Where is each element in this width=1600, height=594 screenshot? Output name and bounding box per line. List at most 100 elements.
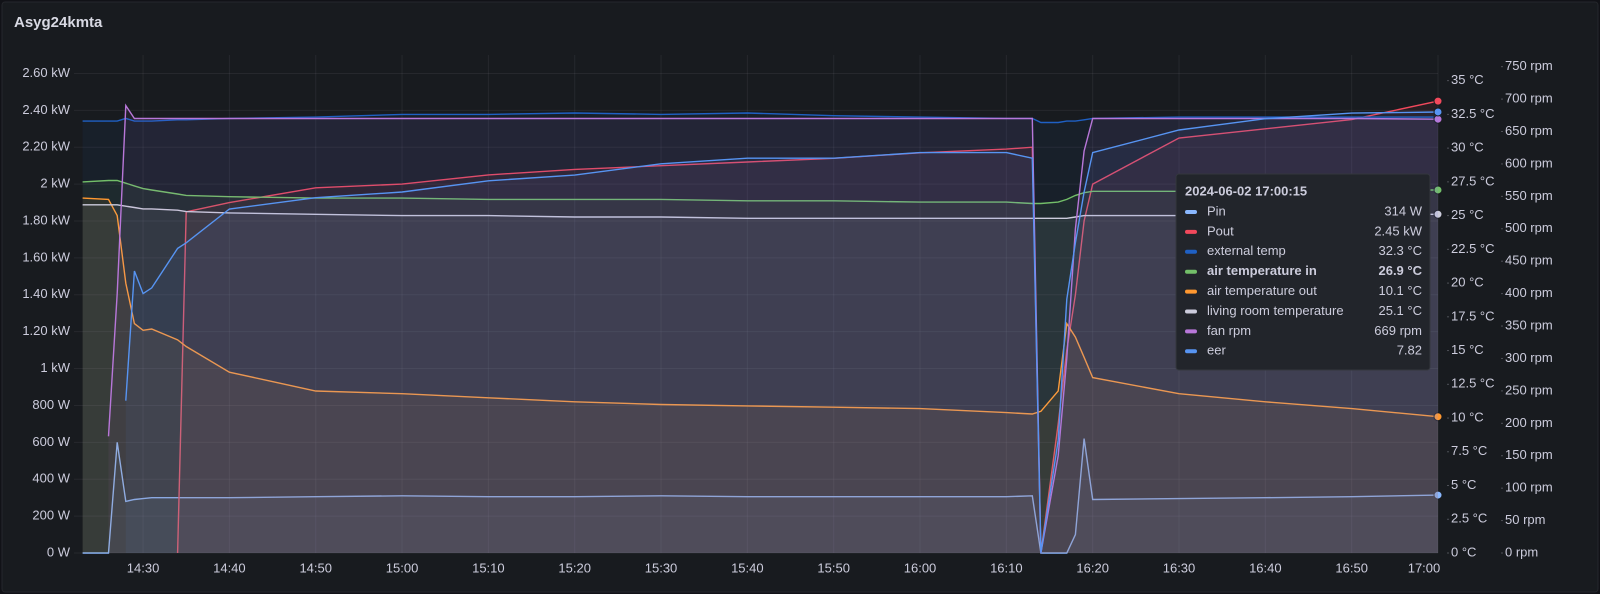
tooltip: 2024-06-02 17:00:15 Pin 314 W Pout 2.45 kW e… xyxy=(1175,173,1431,371)
tooltip-value: 32.3 °C xyxy=(1378,243,1422,258)
tooltip-value: 314 W xyxy=(1384,203,1422,218)
tooltip-box xyxy=(1175,173,1431,371)
plot-area xyxy=(74,55,1443,554)
legend-swatch xyxy=(1185,329,1197,334)
y2-tick-label: 17.5 °C xyxy=(1451,308,1495,323)
y2-tick-label: 0 °C xyxy=(1451,544,1476,559)
series-area xyxy=(108,105,1438,553)
last-point xyxy=(1433,185,1443,195)
legend-label: air temperature out xyxy=(1207,283,1317,298)
y3-tick-label: 150 rpm xyxy=(1505,447,1553,462)
y2-tick-label: 10 °C xyxy=(1451,409,1484,424)
y-tick-label: 200 W xyxy=(32,508,70,523)
x-tick-label: 15:20 xyxy=(558,560,591,575)
y2-tick-label: 35 °C xyxy=(1451,72,1484,87)
y3-tick-label: 200 rpm xyxy=(1505,415,1553,430)
y3-tick-label: 350 rpm xyxy=(1505,317,1553,332)
y-tick-label: 1.80 kW xyxy=(22,212,70,227)
y-tick-label: 2.40 kW xyxy=(22,102,70,117)
series-area xyxy=(177,101,1439,553)
series-area xyxy=(125,112,1438,553)
y-tick-label: 0 W xyxy=(47,544,71,559)
tooltip-value: 25.1 °C xyxy=(1378,303,1422,318)
last-point xyxy=(1433,412,1443,422)
tooltip-title: 2024-06-02 17:00:15 xyxy=(1185,183,1307,198)
y2-tick-label: 7.5 °C xyxy=(1451,443,1487,458)
series-line xyxy=(125,111,1439,554)
tooltip-value: 10.1 °C xyxy=(1378,283,1422,298)
y3-tick-label: 100 rpm xyxy=(1505,480,1553,495)
series-area xyxy=(82,113,1439,553)
tooltip-value: 2.45 kW xyxy=(1374,223,1422,238)
y3-tick-label: 750 rpm xyxy=(1505,58,1553,73)
legend-label: fan rpm xyxy=(1207,323,1251,338)
x-tick-label: 15:00 xyxy=(386,560,419,575)
legend-label: eer xyxy=(1207,343,1226,358)
x-tick-label: 14:30 xyxy=(127,560,160,575)
y-tick-label: 800 W xyxy=(32,397,70,412)
y-tick-label: 400 W xyxy=(32,471,70,486)
x-tick-label: 16:30 xyxy=(1163,560,1196,575)
last-point xyxy=(1433,209,1443,219)
y3-tick-label: 250 rpm xyxy=(1505,382,1553,397)
x-tick-label: 14:40 xyxy=(213,560,246,575)
last-point xyxy=(1433,107,1443,117)
y-tick-label: 2 kW xyxy=(40,176,70,191)
series-line xyxy=(82,112,1438,124)
x-tick-label: 16:40 xyxy=(1249,560,1282,575)
y-tick-label: 2.60 kW xyxy=(22,65,70,80)
x-tick-label: 14:50 xyxy=(299,560,332,575)
x-tick-label: 17:00 xyxy=(1408,560,1441,575)
x-tick-label: 16:00 xyxy=(904,560,937,575)
last-point xyxy=(1433,96,1443,106)
y-tick-label: 2.20 kW xyxy=(22,139,70,154)
legend-swatch xyxy=(1185,210,1197,214)
x-tick-label: 16:10 xyxy=(990,560,1023,575)
x-tick-label: 15:40 xyxy=(731,560,764,575)
y3-tick-label: 400 rpm xyxy=(1505,285,1553,300)
legend-swatch xyxy=(1185,289,1197,294)
x-tick-label: 15:50 xyxy=(817,560,850,575)
y2-tick-label: 5 °C xyxy=(1451,477,1476,492)
y3-tick-label: 300 rpm xyxy=(1505,350,1553,365)
tooltip-value: 669 rpm xyxy=(1374,323,1422,338)
y-tick-label: 1.40 kW xyxy=(22,286,70,301)
legend-swatch xyxy=(1185,229,1197,234)
x-tick-label: 15:10 xyxy=(472,560,505,575)
legend-label: Pin xyxy=(1207,203,1226,218)
x-tick-label: 16:20 xyxy=(1076,560,1109,575)
series-line xyxy=(82,204,1438,219)
legend-label: external temp xyxy=(1207,243,1286,258)
x-tick-label: 16:50 xyxy=(1335,560,1368,575)
y3-tick-label: 50 rpm xyxy=(1505,512,1545,527)
y3-tick-label: 500 rpm xyxy=(1505,220,1553,235)
series-line xyxy=(107,103,1439,554)
y2-tick-label: 27.5 °C xyxy=(1451,173,1495,188)
legend-swatch xyxy=(1185,349,1197,354)
y2-tick-label: 32.5 °C xyxy=(1451,106,1495,121)
series-area xyxy=(82,204,1439,554)
tooltip-value: 7.82 xyxy=(1397,343,1422,358)
series-area xyxy=(82,180,1439,553)
panel-title: Asyg24kmta xyxy=(14,14,103,31)
y-tick-label: 1 kW xyxy=(40,360,70,375)
y3-tick-label: 650 rpm xyxy=(1505,123,1553,138)
y2-tick-label: 25 °C xyxy=(1451,207,1484,222)
series-line xyxy=(82,179,1438,205)
y3-tick-label: 550 rpm xyxy=(1505,188,1553,203)
series-line xyxy=(82,197,1439,418)
y2-tick-label: 22.5 °C xyxy=(1451,241,1495,256)
y2-tick-label: 15 °C xyxy=(1451,342,1484,357)
legend-label: Pout xyxy=(1207,223,1234,238)
y3-tick-label: 450 rpm xyxy=(1505,253,1553,268)
legend-swatch xyxy=(1185,249,1197,254)
y3-tick-label: 600 rpm xyxy=(1505,155,1553,170)
y2-tick-label: 30 °C xyxy=(1451,140,1484,155)
y3-tick-label: 700 rpm xyxy=(1505,91,1553,106)
series-line xyxy=(176,100,1439,554)
last-point xyxy=(1433,490,1443,500)
y2-tick-label: 2.5 °C xyxy=(1451,511,1487,526)
y-tick-label: 1.60 kW xyxy=(22,249,70,264)
